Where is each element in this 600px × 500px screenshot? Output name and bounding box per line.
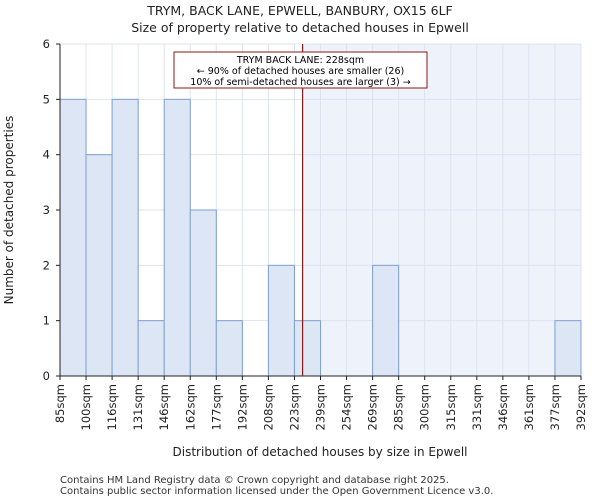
annotation-box [173,51,428,89]
bar [267,264,295,377]
x-tick-label: 254sqm [340,384,354,430]
footer-line-2: Contains public sector information licen… [60,486,493,497]
y-tick-label: 3 [43,203,50,217]
x-tick-label: 85sqm [53,384,67,423]
annotation-line: TRYM BACK LANE: 228sqm [236,55,364,66]
bar [163,98,191,377]
footer-line-1: Contains HM Land Registry data © Crown c… [60,475,449,486]
bar [59,98,87,377]
x-tick-label: 131sqm [131,384,145,430]
y-tick-label: 0 [43,369,50,383]
x-tick-label: 285sqm [392,384,406,430]
x-tick-label: 146sqm [157,384,171,430]
plot-area: 0 1 2 3 4 5 6 85sqm 100sqm 116sqm 131sqm 146sqm 162s… [43,37,588,430]
bar [554,320,582,377]
y-tick-label: 1 [43,314,50,328]
bar [189,209,217,377]
x-tick-label: 269sqm [366,384,380,430]
annotation-line: ← 90% of detached houses are smaller (26… [197,66,404,77]
x-axis-label: Distribution of detached houses by size … [173,445,468,459]
chart-title-line-2: Size of property relative to detached ho… [131,20,469,35]
x-tick-label: 392sqm [574,384,588,430]
x-tick-label: 223sqm [287,384,301,430]
x-tick-label: 331sqm [470,384,484,430]
y-tick-label: 2 [43,258,50,272]
y-tick-label: 4 [43,148,50,162]
x-tick-label: 361sqm [522,384,536,430]
annotation-line: 10% of semi-detached houses are larger (… [190,77,410,88]
x-tick-label: 377sqm [548,384,562,430]
bar [137,320,165,377]
x-tick-label: 192sqm [235,384,249,430]
y-tick-label: 5 [43,92,50,106]
x-tick-label: 116sqm [105,384,119,430]
x-tick-label: 100sqm [79,384,93,430]
bar [293,320,322,377]
x-tick-label: 177sqm [209,384,223,430]
bar [85,154,113,377]
bar [215,320,243,377]
bar [372,264,400,377]
x-tick-label: 208sqm [261,384,275,430]
y-tick-label: 6 [43,37,50,51]
x-tick-label: 239sqm [314,384,328,430]
y-axis-label: Number of detached properties [2,116,16,305]
x-tick-label: 300sqm [418,384,432,430]
x-tick-label: 162sqm [183,384,197,430]
x-tick-label: 315sqm [444,384,458,430]
bar [111,98,139,377]
x-tick-label: 346sqm [496,384,510,430]
chart-title-line-1: TRYM, BACK LANE, EPWELL, BANBURY, OX15 6… [146,3,453,18]
